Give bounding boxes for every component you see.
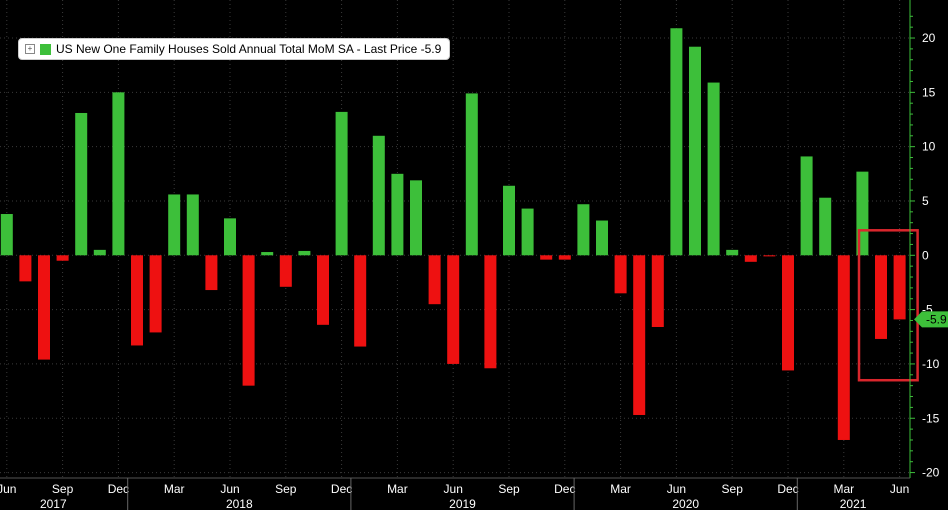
y-tick-label: 10 xyxy=(922,140,936,154)
bar xyxy=(112,92,125,256)
highlight-layer xyxy=(857,229,919,382)
x-tick-label: Mar xyxy=(610,482,631,496)
y-tick-label: -5 xyxy=(922,303,933,317)
bar xyxy=(726,249,739,256)
bar xyxy=(298,250,311,256)
bar xyxy=(633,255,646,415)
grid-layer xyxy=(0,0,910,478)
bar xyxy=(670,28,683,256)
bar xyxy=(0,214,13,256)
legend-expand-icon[interactable]: + xyxy=(25,44,35,54)
highlight-box xyxy=(857,229,919,382)
year-label: 2021 xyxy=(840,497,867,510)
bar xyxy=(875,255,887,339)
x-tick-label: Mar xyxy=(164,482,185,496)
y-tick-label: -15 xyxy=(922,411,940,425)
bar xyxy=(837,255,850,440)
x-tick-label: Mar xyxy=(833,482,854,496)
x-tick-label: Jun xyxy=(890,482,909,496)
bar xyxy=(354,255,367,347)
year-label: 2018 xyxy=(226,497,253,510)
bar xyxy=(577,204,590,256)
x-axis: Jun Sep Dec Mar Jun Sep Dec Mar Jun Sep Dec Mar Jun S… xyxy=(0,477,910,510)
bar xyxy=(317,255,329,325)
bar xyxy=(93,249,106,256)
legend-label: US New One Family Houses Sold Annual Tot… xyxy=(56,42,442,56)
x-tick-label: Dec xyxy=(554,482,575,496)
bar xyxy=(428,255,441,305)
x-tick-label: Sep xyxy=(52,482,74,496)
bar xyxy=(149,255,162,333)
bar xyxy=(279,255,292,287)
bar xyxy=(242,255,255,386)
bar xyxy=(131,255,143,346)
bar xyxy=(689,46,701,256)
bar xyxy=(782,255,794,371)
bars-layer xyxy=(0,28,906,440)
y-tick-label: 0 xyxy=(922,248,929,262)
bar xyxy=(521,208,534,256)
bar xyxy=(261,252,274,256)
y-tick-label: -10 xyxy=(922,357,940,371)
bar xyxy=(484,255,497,369)
bar xyxy=(75,112,88,256)
x-tick-label: Mar xyxy=(387,482,408,496)
x-tick-label: Jun xyxy=(444,482,463,496)
bar xyxy=(38,255,50,360)
bar xyxy=(540,255,553,260)
bar xyxy=(614,255,627,294)
x-tick-label: Sep xyxy=(275,482,297,496)
y-tick-label: -20 xyxy=(922,466,940,480)
bar xyxy=(503,185,515,256)
bar xyxy=(893,255,906,320)
bar xyxy=(56,255,69,261)
bar xyxy=(168,194,181,256)
bar xyxy=(651,255,664,327)
y-axis: -20 -15 -10 -5 0 5 10 15 20 xyxy=(909,0,940,480)
bar xyxy=(410,180,422,256)
bar xyxy=(763,255,776,257)
year-label: 2020 xyxy=(672,497,699,510)
x-tick-label: Jun xyxy=(0,482,16,496)
y-tick-label: 20 xyxy=(922,31,936,45)
x-tick-label: Jun xyxy=(667,482,686,496)
bar xyxy=(465,93,478,256)
last-price-value: -5.9 xyxy=(926,312,947,326)
bar xyxy=(800,156,813,256)
bar xyxy=(744,255,757,262)
legend[interactable]: + US New One Family Houses Sold Annual T… xyxy=(18,38,451,60)
bar xyxy=(558,255,571,260)
x-tick-label: Dec xyxy=(108,482,129,496)
bar xyxy=(596,220,608,256)
x-tick-label: Sep xyxy=(498,482,520,496)
x-tick-label: Dec xyxy=(777,482,798,496)
y-tick-label: 5 xyxy=(922,194,929,208)
bar xyxy=(819,197,832,256)
bar xyxy=(19,255,32,282)
bar xyxy=(372,135,385,256)
y-tick-label: 15 xyxy=(922,85,936,99)
year-label: 2019 xyxy=(449,497,476,510)
x-tick-label: Dec xyxy=(331,482,352,496)
bar xyxy=(391,173,404,256)
bar xyxy=(205,255,218,291)
last-price-tag: -5.9 xyxy=(914,311,948,328)
bar xyxy=(335,111,348,256)
x-tick-label: Sep xyxy=(722,482,744,496)
x-tick-label: Jun xyxy=(220,482,239,496)
legend-swatch xyxy=(40,43,51,55)
last-price-marker xyxy=(914,311,948,328)
bar xyxy=(707,82,720,256)
bar xyxy=(447,255,460,364)
bar xyxy=(186,194,199,256)
bar xyxy=(224,218,236,256)
year-label: 2017 xyxy=(40,497,67,510)
